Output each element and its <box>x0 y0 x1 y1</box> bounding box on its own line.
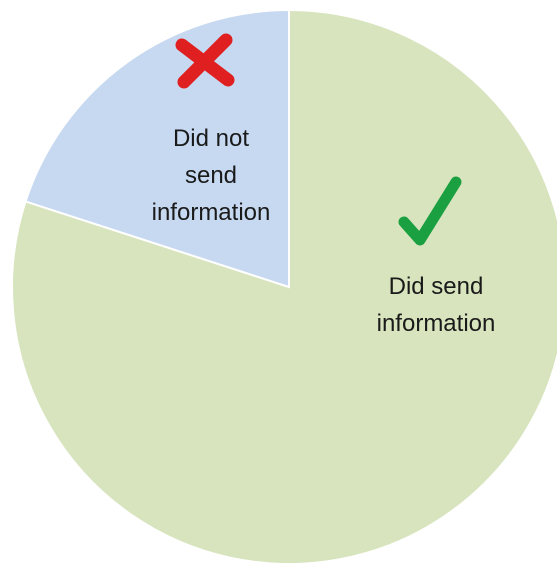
slice-label: Did send information <box>376 273 496 337</box>
cross-icon <box>175 33 235 89</box>
slice-label: Did not send information <box>151 125 271 226</box>
slice-label-box: Did send information <box>376 273 496 337</box>
check-icon <box>398 176 462 246</box>
slice-label-box: Did not send information <box>151 125 271 226</box>
